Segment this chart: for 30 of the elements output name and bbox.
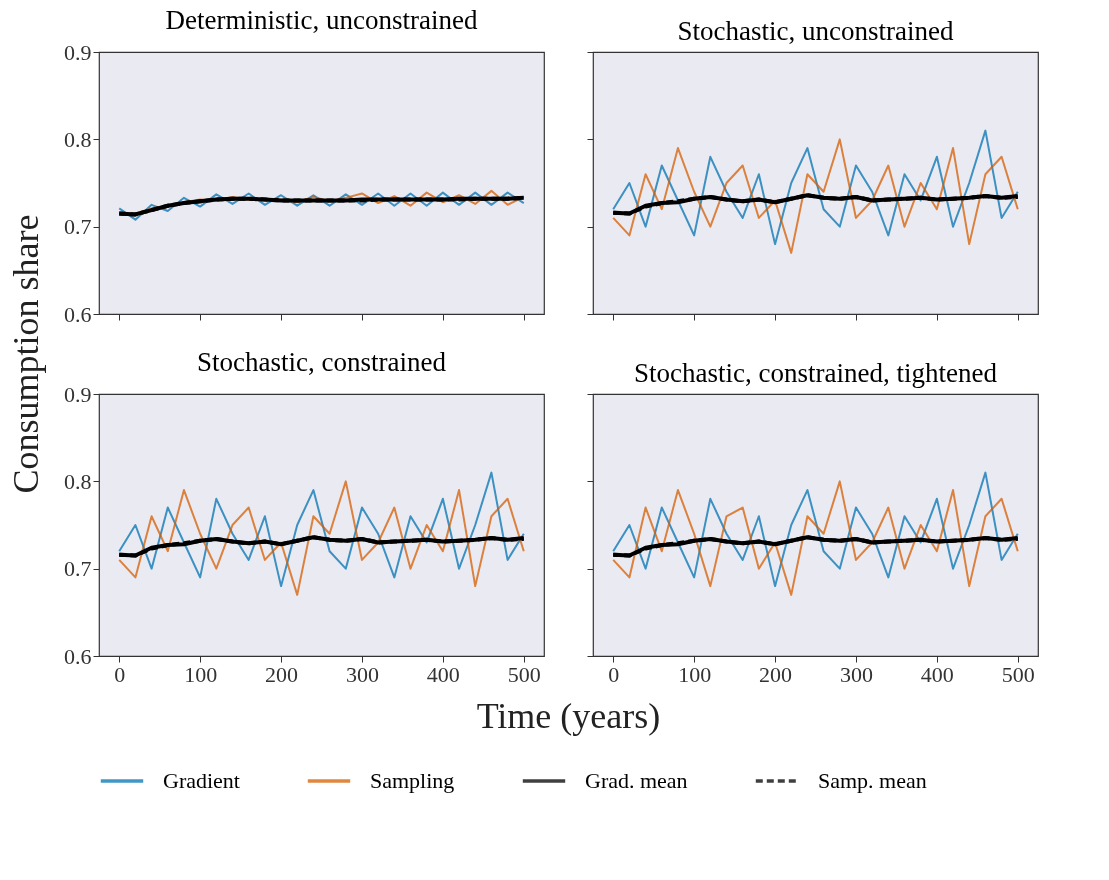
x-tick-label: 200 [265, 661, 299, 687]
x-tick-label: 300 [839, 661, 873, 687]
x-tick-label: 500 [1001, 661, 1035, 687]
x-tick-label: 200 [759, 661, 793, 687]
legend-label: Sampling [370, 768, 455, 793]
legend-label: Grad. mean [585, 768, 688, 793]
x-tick-label: 500 [507, 661, 541, 687]
y-tick-label: 0.7 [64, 556, 92, 582]
legend-label: Samp. mean [818, 768, 927, 793]
x-tick-label: 0 [114, 661, 126, 687]
x-axis-title: Time (years) [476, 696, 661, 737]
x-tick-label: 300 [345, 661, 379, 687]
y-tick-label: 0.9 [64, 381, 92, 407]
y-axis-title: Consumption share [5, 214, 46, 494]
y-tick-label: 0.9 [64, 39, 92, 65]
x-tick-label: 100 [678, 661, 712, 687]
chart-title: Stochastic, constrained, tightened [634, 357, 998, 388]
chart-title: Stochastic, constrained [197, 347, 447, 377]
y-tick-label: 0.7 [64, 214, 92, 240]
x-tick-label: 400 [920, 661, 954, 687]
chart-title: Stochastic, unconstrained [677, 15, 954, 46]
x-tick-label: 0 [608, 661, 620, 687]
y-tick-label: 0.8 [64, 468, 92, 494]
chart-title: Deterministic, unconstrained [165, 5, 478, 35]
y-tick-label: 0.8 [64, 126, 92, 152]
x-tick-label: 100 [184, 661, 218, 687]
y-tick-label: 0.6 [64, 301, 92, 327]
y-tick-label: 0.6 [64, 643, 92, 669]
legend-label: Gradient [163, 768, 240, 793]
x-tick-label: 400 [426, 661, 460, 687]
